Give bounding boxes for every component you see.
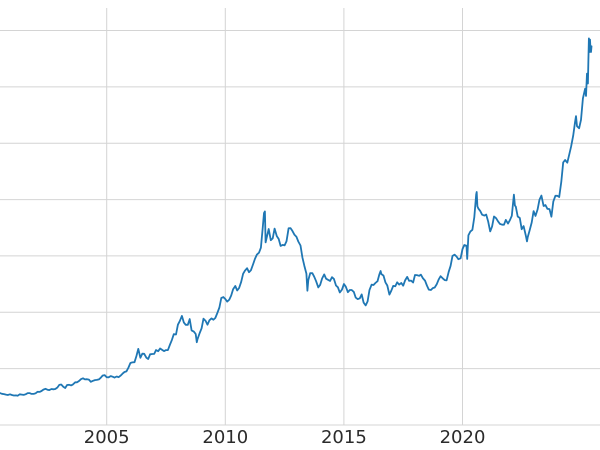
price-series-line [0,37,593,397]
x-tick-label: 2015 [321,427,367,448]
x-tick-label: 2005 [84,427,130,448]
x-tick-label: 2010 [202,427,248,448]
x-tick-label: 2020 [440,427,486,448]
